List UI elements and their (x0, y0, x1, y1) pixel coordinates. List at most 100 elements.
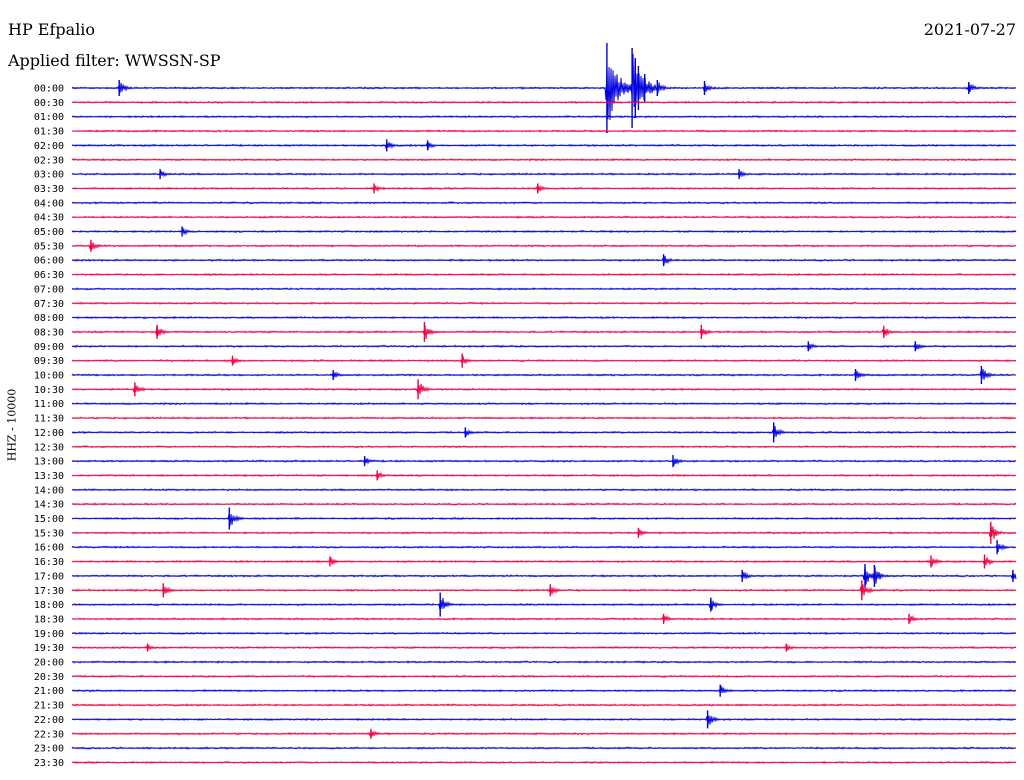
row-time-label: 21:00 (34, 686, 64, 697)
trace-line (71, 315, 1017, 320)
row-time-label: 12:30 (34, 442, 64, 453)
trace-line (71, 703, 1017, 707)
row-time-label: 13:00 (34, 457, 64, 468)
row-time-label: 00:30 (34, 98, 64, 109)
trace-line (71, 513, 1017, 527)
trace-line (71, 157, 1017, 162)
trace-line (71, 142, 1017, 150)
row-time-label: 14:30 (34, 500, 64, 511)
row-time-label: 15:30 (34, 528, 64, 539)
row-time-label: 07:00 (34, 284, 64, 295)
trace-line (71, 342, 1017, 350)
trace-line (71, 384, 1017, 395)
trace-line (71, 301, 1017, 306)
trace-line (71, 369, 1017, 380)
row-time-label: 12:00 (34, 428, 64, 439)
row-time-label: 18:30 (34, 614, 64, 625)
trace-line (71, 502, 1017, 506)
trace-line (71, 114, 1017, 119)
row-time-label: 03:00 (34, 170, 64, 181)
row-time-label: 01:30 (34, 127, 64, 138)
trace-line (71, 471, 1017, 479)
trace-line (71, 426, 1017, 439)
trace-line (71, 325, 1017, 340)
row-time-label: 04:00 (34, 198, 64, 209)
row-time-label: 02:30 (34, 155, 64, 166)
row-time-label: 08:30 (34, 327, 64, 338)
trace-line (71, 557, 1017, 567)
row-time-label: 22:00 (34, 715, 64, 726)
row-time-label: 10:00 (34, 371, 64, 382)
row-time-label: 17:00 (34, 571, 64, 582)
trace-line (71, 416, 1017, 420)
trace-line (71, 488, 1017, 492)
trace-line (71, 614, 1017, 623)
trace-line (71, 100, 1017, 105)
trace-line (71, 715, 1017, 726)
trace-line (71, 129, 1017, 133)
trace-line (71, 730, 1017, 737)
trace-line (71, 631, 1017, 636)
row-time-label: 23:00 (34, 744, 64, 755)
row-time-label: 00:00 (34, 84, 64, 95)
trace-line (71, 227, 1017, 236)
row-time-label: 09:30 (34, 356, 64, 367)
date-label: 2021-07-27 (923, 20, 1016, 39)
row-time-label: 05:00 (34, 227, 64, 238)
trace-line (71, 255, 1017, 265)
row-time-label: 11:00 (34, 399, 64, 410)
trace-line (71, 287, 1017, 291)
filter-label: Applied filter: WWSSN-SP (8, 51, 221, 70)
row-time-label: 16:00 (34, 543, 64, 554)
trace-group (71, 43, 1017, 765)
trace-line (71, 524, 1017, 539)
row-time-label: 19:30 (34, 643, 64, 654)
row-time-label: 20:00 (34, 658, 64, 669)
trace-line (71, 170, 1017, 178)
trace-line (71, 660, 1017, 664)
row-time-label: 06:30 (34, 270, 64, 281)
row-time-label: 04:30 (34, 213, 64, 224)
row-time-label: 23:30 (34, 758, 64, 769)
row-time-label: 18:00 (34, 600, 64, 611)
trace-line (71, 760, 1017, 765)
trace-line (71, 597, 1017, 611)
row-time-label: 09:00 (34, 342, 64, 353)
row-time-label: 15:00 (34, 514, 64, 525)
trace-line (71, 184, 1017, 193)
row-time-label: 13:30 (34, 471, 64, 482)
trace-line (71, 242, 1017, 250)
trace-line (71, 272, 1017, 277)
row-time-label: 16:30 (34, 557, 64, 568)
trace-line (71, 566, 1017, 585)
trace-line (71, 200, 1017, 205)
row-time-label: 07:30 (34, 299, 64, 310)
row-time-label: 02:00 (34, 141, 64, 152)
trace-line (71, 746, 1017, 750)
row-time-label: 21:30 (34, 701, 64, 712)
trace-line (71, 674, 1017, 679)
trace-line (71, 584, 1017, 597)
row-time-label: 14:00 (34, 485, 64, 496)
row-time-label: 17:30 (34, 586, 64, 597)
trace-line (71, 444, 1017, 449)
trace-line (71, 401, 1017, 406)
trace-line (71, 543, 1017, 552)
row-time-label: 03:30 (34, 184, 64, 195)
trace-line (71, 53, 1017, 121)
row-time-label: 19:00 (34, 629, 64, 640)
row-time-label: 08:00 (34, 313, 64, 324)
row-time-label: 05:30 (34, 241, 64, 252)
trace-line (71, 685, 1017, 694)
row-time-label: 06:00 (34, 256, 64, 267)
row-time-label: 10:30 (34, 385, 64, 396)
row-label-group: 00:00 00:30 01:00 01:30 02:00 02:30 03:00 03:30… (34, 84, 64, 769)
station-title: HP Efpalio (8, 20, 96, 39)
row-time-label: 11:30 (34, 414, 64, 425)
row-time-label: 01:00 (34, 112, 64, 123)
trace-line (71, 355, 1017, 365)
row-time-label: 20:30 (34, 672, 64, 683)
row-time-label: 22:30 (34, 729, 64, 740)
trace-line (71, 215, 1017, 220)
